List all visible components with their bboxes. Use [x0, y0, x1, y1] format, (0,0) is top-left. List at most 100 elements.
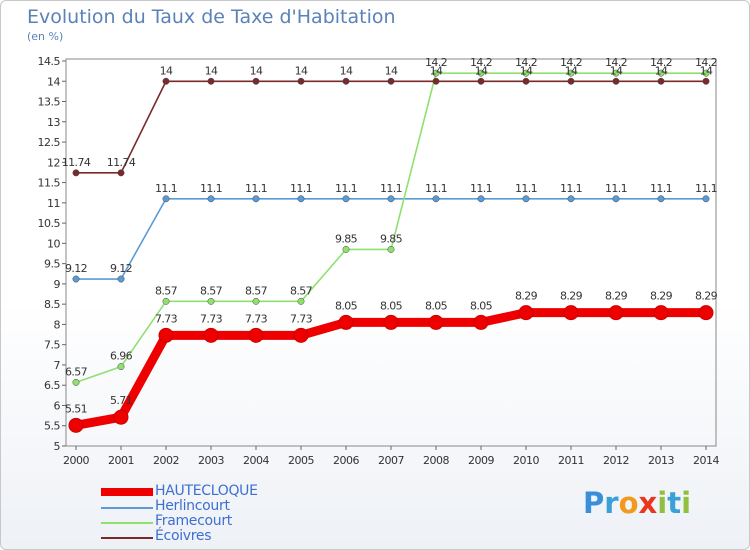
data-label: 9.12 [110, 262, 132, 275]
data-label: 11.1 [605, 182, 627, 195]
logo-letter: P [583, 486, 605, 520]
data-label: 11.1 [155, 182, 177, 195]
y-tick-label: 8 [54, 318, 61, 331]
y-tick-label: 9.5 [44, 258, 60, 271]
data-point [477, 69, 485, 77]
data-label: 9.85 [380, 232, 403, 245]
data-label: 14 [160, 64, 173, 77]
x-tick-label: 2001 [108, 454, 134, 467]
data-point [162, 297, 170, 305]
data-label: 8.29 [650, 290, 673, 303]
logo-letter: o [618, 486, 639, 520]
data-label: 6.96 [110, 350, 133, 363]
data-label: 5.51 [65, 402, 87, 415]
logo-letter: t [667, 486, 682, 520]
data-point [252, 195, 260, 203]
data-point [117, 169, 125, 177]
data-label: 14 [340, 64, 353, 77]
y-tick-label: 10.5 [38, 217, 61, 230]
logo-letter: i [681, 486, 692, 520]
data-label: 14.2 [650, 56, 672, 69]
data-label: 14 [610, 64, 623, 77]
y-tick-label: 13.5 [38, 96, 61, 109]
data-label: 6.57 [65, 365, 88, 378]
data-point [702, 77, 710, 85]
data-label: 7.73 [200, 312, 223, 325]
y-tick-label: 7 [54, 359, 61, 372]
data-point [387, 245, 395, 253]
y-tick-label: 14.5 [38, 55, 61, 68]
x-tick-label: 2011 [558, 454, 584, 467]
data-point [428, 314, 444, 330]
data-label: 11.1 [380, 182, 402, 195]
data-label: 14.2 [560, 56, 582, 69]
data-point [432, 195, 440, 203]
data-point [342, 195, 350, 203]
data-label: 14 [250, 64, 263, 77]
y-tick-label: 11 [47, 197, 60, 210]
y-tick-label: 14 [47, 75, 60, 88]
data-point [297, 77, 305, 85]
data-point [432, 69, 440, 77]
y-tick-label: 8.5 [44, 298, 60, 311]
data-point [567, 77, 575, 85]
data-point [387, 195, 395, 203]
data-point [473, 314, 489, 330]
data-label: 11.1 [560, 182, 582, 195]
data-point [698, 305, 714, 321]
data-point [522, 195, 530, 203]
data-point [477, 77, 485, 85]
data-label: 14.2 [425, 56, 447, 69]
data-point [657, 77, 665, 85]
data-label: 7.73 [245, 312, 268, 325]
data-label: 11.1 [200, 182, 222, 195]
x-tick-label: 2013 [648, 454, 674, 467]
data-point [72, 169, 80, 177]
y-tick-label: 10 [47, 237, 60, 250]
data-label: 9.85 [335, 232, 358, 245]
data-label: 8.57 [155, 284, 178, 297]
data-label: 14 [520, 64, 533, 77]
data-point [207, 297, 215, 305]
data-point [162, 77, 170, 85]
data-label: 8.29 [605, 290, 628, 303]
data-point [432, 77, 440, 85]
data-label: 11.1 [245, 182, 267, 195]
data-point [207, 195, 215, 203]
y-tick-label: 7.5 [44, 339, 60, 352]
data-point [338, 314, 354, 330]
data-label: 14.2 [470, 56, 492, 69]
data-label: 8.29 [515, 290, 538, 303]
data-label: 14 [205, 64, 218, 77]
data-label: 11.1 [425, 182, 447, 195]
data-point [612, 77, 620, 85]
data-label: 11.1 [650, 182, 672, 195]
data-point [657, 195, 665, 203]
x-tick-label: 2006 [333, 454, 359, 467]
x-tick-label: 2008 [423, 454, 449, 467]
legend-swatch-ecoivres [101, 537, 153, 539]
data-label: 11.74 [62, 156, 91, 169]
y-tick-label: 5 [54, 440, 61, 453]
data-point [162, 195, 170, 203]
data-label: 8.29 [695, 290, 718, 303]
data-label: 11.74 [107, 156, 136, 169]
data-label: 8.57 [290, 284, 313, 297]
data-point [68, 417, 84, 433]
chart-subtitle: (en %) [27, 30, 64, 43]
data-point [563, 305, 579, 321]
data-label: 7.73 [290, 312, 313, 325]
x-tick-label: 2009 [468, 454, 494, 467]
chart-title: Evolution du Taux de Taxe d'Habitation [27, 6, 396, 28]
data-point [612, 69, 620, 77]
data-point [518, 305, 534, 321]
data-point [342, 77, 350, 85]
proxiti-logo: Proxiti [583, 486, 691, 520]
data-label: 8.05 [380, 299, 403, 312]
data-label: 8.57 [200, 284, 223, 297]
x-tick-label: 2012 [603, 454, 629, 467]
legend-swatch-hautecloque [101, 488, 153, 496]
y-tick-label: 12 [47, 156, 60, 169]
legend-swatch-herlincourt [101, 507, 153, 509]
